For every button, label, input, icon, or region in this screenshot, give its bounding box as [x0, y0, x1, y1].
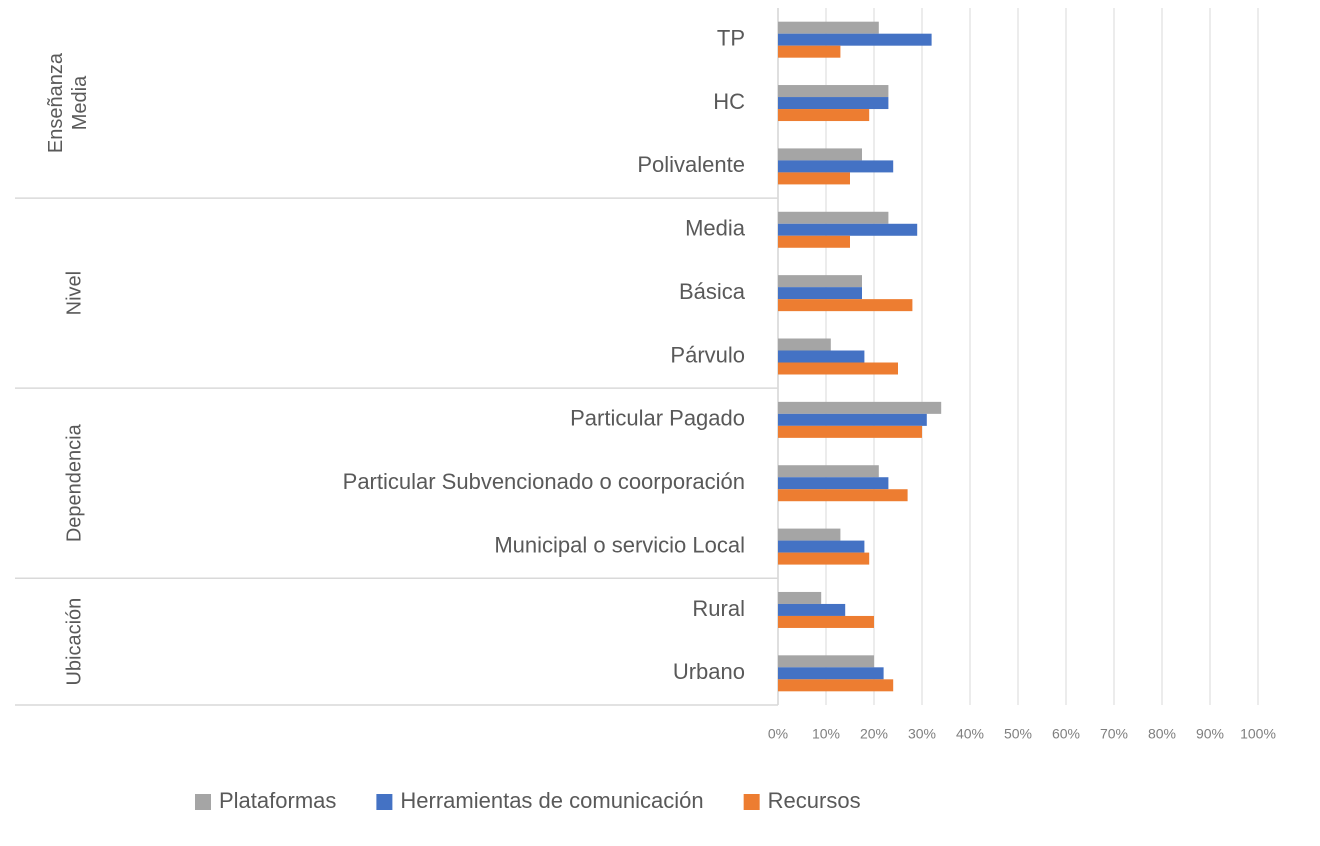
- bar: [778, 275, 862, 288]
- x-tick-label: 10%: [812, 726, 840, 742]
- y-tick-label: Particular Subvencionado o coorporación: [343, 469, 745, 494]
- bar: [778, 413, 927, 426]
- y-tick-label: Polivalente: [637, 152, 745, 177]
- bar: [778, 465, 879, 478]
- bar: [778, 679, 894, 692]
- x-tick-label: 70%: [1100, 726, 1128, 742]
- bar: [778, 223, 918, 236]
- x-tick-label: 90%: [1196, 726, 1224, 742]
- bar: [778, 603, 846, 616]
- legend-swatch: [743, 794, 760, 810]
- bar: [778, 172, 850, 185]
- bar: [778, 97, 889, 110]
- group-label: Enseñanza Media: [45, 52, 91, 153]
- bar: [778, 211, 889, 224]
- x-tick-label: 100%: [1240, 726, 1276, 742]
- bar: [778, 109, 870, 122]
- x-tick-label: 80%: [1148, 726, 1176, 742]
- group-label: Dependencia: [63, 423, 85, 542]
- y-tick-label: TP: [717, 25, 745, 50]
- bar: [778, 489, 908, 502]
- bar: [778, 477, 889, 490]
- bar: [778, 160, 894, 173]
- y-tick-label: Municipal o servicio Local: [494, 532, 745, 557]
- bar: [778, 655, 874, 668]
- x-tick-label: 40%: [956, 726, 984, 742]
- bar: [778, 615, 874, 628]
- y-tick-label: HC: [713, 89, 745, 114]
- x-tick-label: 30%: [908, 726, 936, 742]
- bar: [778, 528, 841, 541]
- bar: [778, 667, 884, 680]
- bar: [778, 338, 831, 351]
- bar: [778, 552, 870, 565]
- group-label: Ubicación: [63, 598, 85, 686]
- legend-swatch: [376, 794, 393, 810]
- x-tick-label: 50%: [1004, 726, 1032, 742]
- bar: [778, 148, 862, 161]
- y-tick-label: Rural: [692, 596, 745, 621]
- x-tick-label: 20%: [860, 726, 888, 742]
- y-tick-label: Urbano: [673, 659, 745, 684]
- bar: [778, 425, 922, 438]
- group-label: Nivel: [63, 271, 85, 315]
- bar: [778, 591, 822, 604]
- y-tick-label: Media: [685, 216, 746, 241]
- bar: [778, 401, 942, 414]
- bar: [778, 235, 850, 248]
- legend: Plataformas Herramientas de comunicación R…: [195, 788, 861, 813]
- bar: [778, 287, 862, 300]
- bar: [778, 45, 841, 58]
- bar: [778, 362, 898, 375]
- bar: [778, 540, 865, 553]
- x-tick-label: 60%: [1052, 726, 1080, 742]
- bar: [778, 33, 932, 46]
- bar: [778, 85, 889, 98]
- bar: [778, 21, 879, 34]
- y-tick-label: Particular Pagado: [570, 406, 745, 431]
- legend-label: Recursos: [768, 788, 861, 813]
- legend-label: Plataformas: [219, 788, 336, 813]
- legend-swatch: [195, 794, 211, 810]
- y-tick-label: Párvulo: [670, 342, 745, 367]
- x-tick-label: 0%: [768, 726, 788, 742]
- bar: [778, 350, 865, 363]
- legend-label: Herramientas de comunicación: [400, 788, 703, 813]
- bar: [778, 299, 913, 312]
- y-tick-label: Básica: [679, 279, 746, 304]
